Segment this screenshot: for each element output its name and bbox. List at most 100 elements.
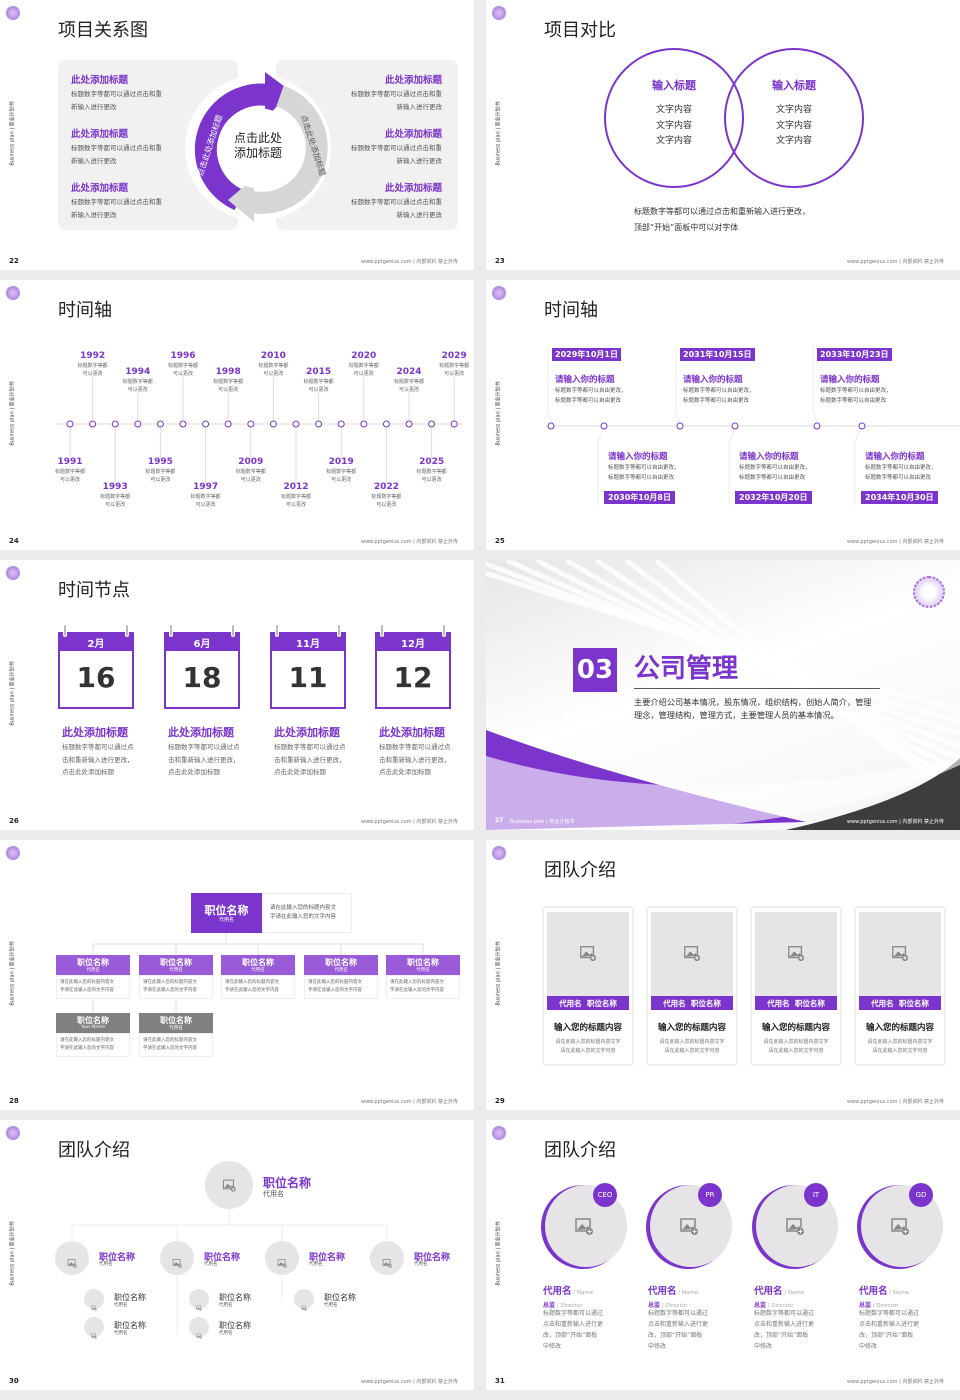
timeline-dot — [337, 420, 345, 428]
position-header — [139, 1013, 213, 1033]
footer-text: www.pptgenius.com | 内部资料 禁止外传 — [360, 539, 458, 545]
year-label: 2019 — [328, 457, 354, 467]
position-sub: 代用名 — [86, 968, 100, 973]
calendar-ring-left — [275, 624, 279, 637]
role-cn: 总监 — [648, 1302, 661, 1309]
item-desc: 标题数字等都可以自由更改， 标题数字等都可以自由更改 — [739, 465, 811, 481]
timeline-dot — [134, 420, 142, 428]
note-text: 标题数字等都可以通过点击和重新输入进行更改， 顶部“开始”面板中可以对字体 — [634, 207, 810, 232]
card-title: 输入您的标题内容 — [657, 1023, 726, 1033]
year-desc: 标题数字等都 可以更改 — [280, 494, 311, 508]
logo-icon — [6, 846, 20, 860]
timeline-dot — [292, 420, 300, 428]
position-sub: 代用名 — [414, 1262, 428, 1268]
member-desc: 标题数字等都可以通过 点击和重新输入进行更 改，顶部“开始”面板 中修改 — [648, 1310, 709, 1350]
year-label: 2024 — [396, 367, 422, 377]
slide-title: 时间轴 — [544, 300, 598, 321]
avatar-circle — [160, 1241, 194, 1275]
left-circle — [604, 48, 744, 188]
slide-title: 团队介绍 — [544, 860, 616, 881]
year-label: 1998 — [215, 367, 241, 377]
timeline-dot — [450, 420, 458, 428]
name-cn: 代用名 — [648, 1286, 677, 1297]
image-placeholder-icon — [91, 1324, 97, 1339]
left-item-desc: 标题数字等都可以通过点击和重 新输入进行更改 — [71, 198, 162, 219]
year-label: 1991 — [57, 457, 83, 467]
position-title: 职位名称 — [77, 958, 109, 967]
name-band — [755, 996, 837, 1010]
image-placeholder-icon — [196, 1296, 202, 1311]
image-placeholder-icon — [785, 1216, 805, 1236]
right-circle — [724, 48, 864, 188]
footer-text: www.pptgenius.com | 内部资料 禁止外传 — [360, 259, 458, 265]
position-title: 职位名称 — [99, 1252, 136, 1263]
timeline-dot — [247, 420, 255, 428]
timeline-dot — [156, 420, 164, 428]
timeline-dot — [360, 420, 368, 428]
position-sub: 代用名 — [99, 1262, 113, 1268]
position-sub: 代用名 — [219, 1302, 233, 1308]
background-curve — [624, 560, 960, 785]
footer-text: www.pptgenius.com | 内部资料 禁止外传 — [360, 819, 458, 825]
position-body — [304, 975, 378, 999]
year-label: 1995 — [147, 457, 173, 467]
member-name: 代用名 / Name — [859, 1279, 909, 1298]
year-desc: 标题数字等都 可以更改 — [326, 469, 357, 483]
page-number: 22 — [9, 257, 19, 265]
slide-24: Business plan | 商业计划书 24 www.pptgenius.com… — [0, 280, 474, 550]
name-cn: 代用名 — [543, 1286, 572, 1297]
avatar-circle — [84, 1317, 104, 1337]
item-title: 请输入你的标题 — [608, 452, 668, 462]
calendar-body — [375, 651, 451, 709]
date-badge: 2029年10月1日 — [552, 348, 621, 361]
item-desc: 标题数字等都可以通过点 击和重新输入进行更改， 点击此处添加标题 — [62, 743, 134, 776]
position-title: 职位名称 — [114, 1320, 146, 1330]
logo-icon — [492, 1126, 506, 1140]
section-background — [486, 560, 960, 830]
role-cn: 总监 — [859, 1302, 872, 1309]
year-desc: 标题数字等都 可以更改 — [416, 469, 447, 483]
year-label: 1996 — [170, 351, 196, 361]
position-sub: 代用名 — [204, 1262, 218, 1268]
timeline-dot — [202, 420, 210, 428]
calendar-day: 11 — [288, 661, 328, 694]
name-cn: 代用名 — [754, 1286, 783, 1297]
position-desc: 请在此输入您的标题内容文 字请在此输入您的文字内容 — [225, 980, 279, 993]
position-title: 职位名称 — [160, 1016, 192, 1025]
card-desc: 请在此输入您的标题内容文字 请在此输入您的文字内容 — [763, 1039, 829, 1054]
slide-title: 团队介绍 — [58, 1140, 130, 1161]
calendar-body — [58, 651, 134, 709]
date-badge: 2032年10月20日 — [735, 491, 812, 504]
calendar-ring-left — [169, 624, 173, 637]
footer-text: www.pptgenius.com | 内部资料 禁止外传 — [846, 1099, 944, 1105]
name-en: / Name — [676, 1290, 699, 1296]
position-title: 职位名称 — [263, 1176, 312, 1191]
image-placeholder-icon — [683, 944, 701, 962]
calendar-ring-right — [125, 624, 129, 637]
position-desc: 请在此输入您的标题内容文 字请在此输入您的文字内容 — [60, 1038, 114, 1051]
logo-icon — [492, 6, 506, 20]
calendar-month: 2月 — [87, 639, 105, 650]
slide-27: 03 公司管理 主要介绍公司基本情况，股东情况，组织结构，创始人简介，管理理念，管理… — [486, 560, 960, 830]
year-label: 1993 — [102, 482, 128, 492]
avatar-circle — [84, 1289, 104, 1309]
logo-icon — [6, 566, 20, 580]
date-badge: 2031年10月15日 — [680, 348, 755, 361]
year-label: 2010 — [260, 351, 286, 361]
year-desc: 标题数字等都 可以更改 — [213, 379, 244, 393]
position-sub: 代用名 — [169, 1026, 183, 1031]
position-body — [139, 975, 213, 999]
timeline-dot — [600, 422, 608, 430]
timeline — [0, 280, 474, 550]
calendar-ring-right — [231, 624, 235, 637]
right-item-title: 此处添加标题 — [384, 75, 442, 86]
position-desc: 请在此输入您的标题内容文 字请在此输入您的文字内容 — [143, 1038, 197, 1051]
image-placeholder-icon — [196, 1324, 202, 1339]
card-title: 输入您的标题内容 — [553, 1023, 622, 1033]
org-connectors — [0, 840, 474, 1110]
center-title: 点击此处 添加标题 — [233, 131, 282, 160]
image-placeholder-icon — [277, 1253, 287, 1268]
footer-text: www.pptgenius.com | 内部资料 禁止外传 — [360, 1099, 458, 1105]
dark-wave — [786, 758, 960, 830]
section-number: 03 — [573, 648, 617, 692]
